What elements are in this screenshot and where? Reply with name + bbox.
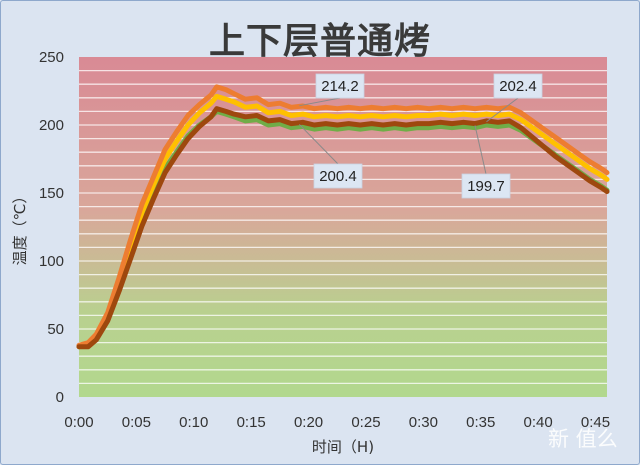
callout-leader <box>474 125 487 175</box>
x-tick-label: 0:05 <box>122 414 151 431</box>
x-axis-label: 时间（H) <box>312 438 374 456</box>
callout-box <box>493 73 543 99</box>
y-tick-label: 100 <box>39 253 64 270</box>
series-layer <box>76 84 610 350</box>
x-tick-label: 0:45 <box>581 414 610 431</box>
series-line-3 <box>76 84 610 348</box>
series-line-4 <box>76 106 610 350</box>
y-tick-label: 250 <box>39 49 64 66</box>
x-tick-label: 0:25 <box>351 414 380 431</box>
x-tick-label: 0:00 <box>64 414 93 431</box>
watermark: 新 值么 <box>548 427 618 451</box>
x-tick-label: 0:20 <box>294 414 323 431</box>
callout-label: 214.2 <box>321 78 359 95</box>
callout-box <box>461 173 511 199</box>
gridlines <box>79 69 607 385</box>
callout-box <box>313 163 363 189</box>
y-tick-label: 150 <box>39 185 64 202</box>
x-tick-label: 0:10 <box>179 414 208 431</box>
chart-title: 上下层普通烤 <box>208 21 431 62</box>
callout-label: 199.7 <box>467 178 505 195</box>
callout-label: 202.4 <box>499 78 537 95</box>
callout-label: 200.4 <box>319 168 357 185</box>
y-tick-label: 0 <box>56 389 64 406</box>
callouts: 214.2 200.4 199.7 202.4 <box>299 73 543 199</box>
callout-box <box>315 73 365 99</box>
x-tick-label: 0:40 <box>524 414 553 431</box>
x-axis: 0:00 0:05 0:10 0:15 0:20 0:25 0:30 0:35 0:40 0:45 <box>64 414 610 431</box>
y-axis-label: 温度（℃） <box>11 189 29 266</box>
y-tick-label: 50 <box>47 321 64 338</box>
callout-leader <box>299 124 339 165</box>
series-line-2 <box>76 93 610 350</box>
y-axis: 0 50 100 150 200 250 <box>39 49 64 406</box>
x-tick-label: 0:15 <box>237 414 266 431</box>
x-tick-label: 0:30 <box>409 414 438 431</box>
y-tick-label: 200 <box>39 117 64 134</box>
callout-leader <box>299 97 341 107</box>
callout-leader <box>486 97 519 123</box>
x-tick-label: 0:35 <box>466 414 495 431</box>
